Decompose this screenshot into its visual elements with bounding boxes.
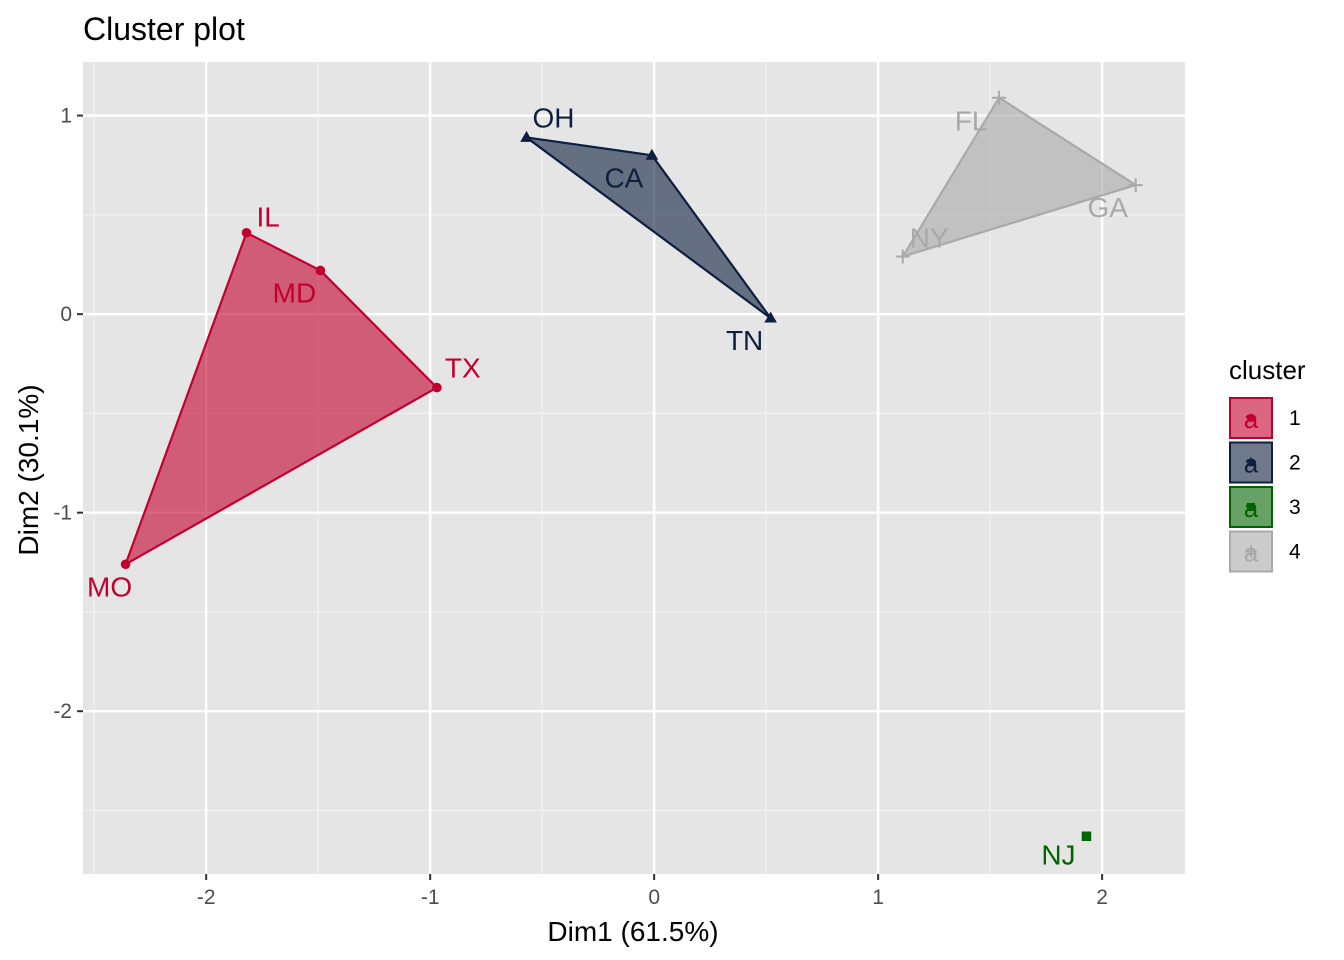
point-label-fl: FL [955,106,988,137]
y-axis-title: Dim2 (30.1%) [13,384,44,555]
point-tn [764,311,777,323]
point-label-md: MD [273,277,317,308]
point-ga [1128,178,1143,193]
point-label-mo: MO [87,571,132,602]
point-labels: IL MD TX MO OH CA TN NJ FL GA NY [87,102,1128,870]
legend: cluster a1a2a3a4 [1229,355,1306,573]
point-ny [895,249,910,264]
point-il [241,227,252,238]
y-tick-label: 0 [60,303,72,326]
point-mo [120,559,131,570]
legend-label-2: 2 [1289,452,1301,475]
chart-title: Cluster plot [83,11,245,47]
grid-major-lines [83,62,1185,874]
legend-marker-2 [1245,456,1257,467]
point-fl [992,90,1007,105]
legend-key-4 [1229,530,1273,573]
point-label-oh: OH [532,102,574,133]
point-md [315,265,326,276]
point-label-ca: CA [604,162,643,193]
point-nj [1081,831,1092,842]
x-tick-label: 1 [872,886,884,909]
point-label-tn: TN [726,325,763,356]
legend-marker-3 [1246,502,1256,512]
cluster-hull-4 [901,96,1137,258]
legend-label-4: 4 [1289,541,1301,564]
point-oh [520,130,533,142]
legend-label-3: 3 [1289,496,1301,519]
point-label-nj: NJ [1041,839,1075,870]
y-tick-label: -2 [53,700,72,723]
point-label-ny: NY [910,223,949,254]
point-tx [432,382,442,393]
x-axis: -2 -1 0 1 2 [197,874,1108,909]
x-tick-label: 2 [1096,886,1108,909]
x-tick-label: -2 [197,886,216,909]
legend-marker-1 [1246,413,1256,423]
legend-title: cluster [1229,355,1306,385]
legend-label-1: 1 [1289,407,1301,430]
legend-marker-4 [1245,545,1257,558]
point-label-ga: GA [1087,192,1128,223]
y-tick-label: -1 [53,502,72,525]
point-label-il: IL [257,202,280,233]
y-tick-label: 1 [60,105,72,128]
data-points [120,90,1143,842]
x-axis-title: Dim1 (61.5%) [547,916,718,947]
plot-panel: IL MD TX MO OH CA TN NJ FL GA NY [83,62,1185,874]
cluster-hulls [124,96,1137,566]
x-tick-label: -1 [421,886,440,909]
y-axis: -2 -1 0 1 [53,105,83,723]
legend-key-2 [1229,441,1273,484]
cluster-hull-2 [525,136,772,320]
x-tick-label: 0 [648,886,660,909]
point-label-tx: TX [445,353,481,384]
point-ca [645,148,659,160]
